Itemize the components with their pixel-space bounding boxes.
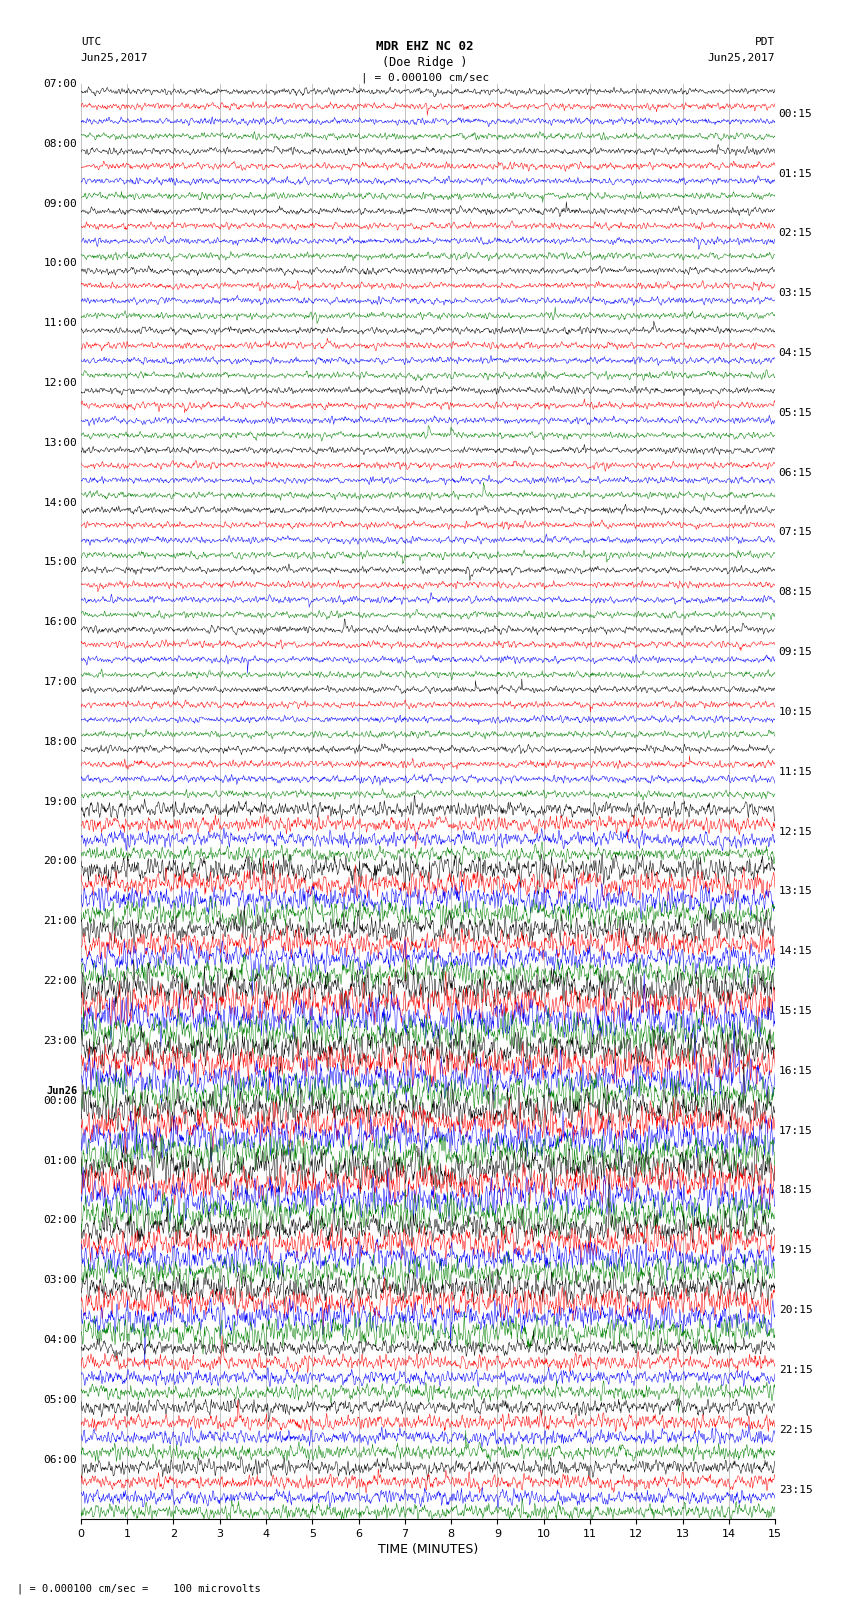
Text: 15:15: 15:15 [779,1007,813,1016]
Text: 14:15: 14:15 [779,947,813,957]
Text: 11:00: 11:00 [43,318,77,327]
Text: 18:00: 18:00 [43,737,77,747]
Text: 21:00: 21:00 [43,916,77,926]
Text: Jun25,2017: Jun25,2017 [708,53,775,63]
Text: 03:00: 03:00 [43,1276,77,1286]
Text: 11:15: 11:15 [779,766,813,777]
Text: 13:15: 13:15 [779,887,813,897]
Text: 19:15: 19:15 [779,1245,813,1255]
Text: 18:15: 18:15 [779,1186,813,1195]
Text: 19:00: 19:00 [43,797,77,806]
Text: MDR EHZ NC 02: MDR EHZ NC 02 [377,40,473,53]
Text: 13:00: 13:00 [43,437,77,448]
Text: 22:15: 22:15 [779,1424,813,1434]
Text: 07:15: 07:15 [779,527,813,537]
Text: 17:00: 17:00 [43,677,77,687]
Text: 07:00: 07:00 [43,79,77,89]
Text: 12:15: 12:15 [779,826,813,837]
Text: 20:15: 20:15 [779,1305,813,1315]
Text: 10:15: 10:15 [779,706,813,716]
Text: | = 0.000100 cm/sec =    100 microvolts: | = 0.000100 cm/sec = 100 microvolts [17,1582,261,1594]
Text: 08:00: 08:00 [43,139,77,148]
Text: 06:00: 06:00 [43,1455,77,1465]
Text: 12:00: 12:00 [43,377,77,389]
Text: 23:00: 23:00 [43,1036,77,1045]
Text: 20:00: 20:00 [43,857,77,866]
Text: 05:00: 05:00 [43,1395,77,1405]
Text: PDT: PDT [755,37,775,47]
Text: 16:00: 16:00 [43,618,77,627]
Text: 04:15: 04:15 [779,348,813,358]
Text: 04:00: 04:00 [43,1336,77,1345]
Text: 03:15: 03:15 [779,289,813,298]
Text: 16:15: 16:15 [779,1066,813,1076]
X-axis label: TIME (MINUTES): TIME (MINUTES) [378,1544,478,1557]
Text: 01:15: 01:15 [779,169,813,179]
Text: 17:15: 17:15 [779,1126,813,1136]
Text: 02:00: 02:00 [43,1215,77,1226]
Text: 21:15: 21:15 [779,1365,813,1374]
Text: 01:00: 01:00 [43,1155,77,1166]
Text: 09:00: 09:00 [43,198,77,208]
Text: 22:00: 22:00 [43,976,77,986]
Text: (Doe Ridge ): (Doe Ridge ) [382,56,468,69]
Text: 06:15: 06:15 [779,468,813,477]
Text: 08:15: 08:15 [779,587,813,597]
Text: 00:15: 00:15 [779,108,813,119]
Text: Jun25,2017: Jun25,2017 [81,53,148,63]
Text: 14:00: 14:00 [43,497,77,508]
Text: | = 0.000100 cm/sec: | = 0.000100 cm/sec [361,73,489,84]
Text: 05:15: 05:15 [779,408,813,418]
Text: 09:15: 09:15 [779,647,813,656]
Text: 23:15: 23:15 [779,1484,813,1495]
Text: 00:00: 00:00 [43,1095,77,1107]
Text: UTC: UTC [81,37,101,47]
Text: 02:15: 02:15 [779,229,813,239]
Text: 15:00: 15:00 [43,558,77,568]
Text: Jun26: Jun26 [46,1086,77,1095]
Text: 10:00: 10:00 [43,258,77,268]
